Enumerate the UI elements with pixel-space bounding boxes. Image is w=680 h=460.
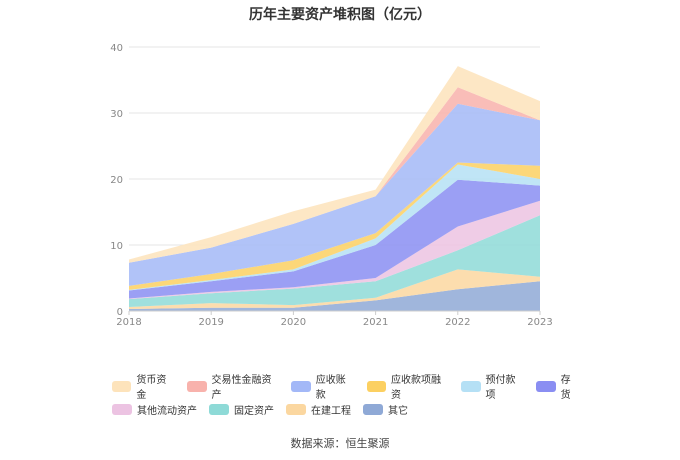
legend-swatch [536, 380, 556, 392]
legend-label: 存货 [560, 375, 571, 401]
area-series [129, 281, 540, 311]
legend-item[interactable]: 预付款项 [461, 371, 524, 401]
area-series [129, 87, 540, 263]
y-tick-label: 10 [110, 241, 123, 252]
legend-row: 货币资金 交易性金融资产 应收账款 应收款项融资 预付款项 存货 [112, 375, 592, 401]
chart-title: 历年主要资产堆积图（亿元） [249, 7, 431, 23]
legend-label: 应收款项融资 [390, 375, 441, 401]
legend-label: 在建工程 [311, 405, 351, 417]
area-series [129, 103, 540, 286]
legend-label: 其它 [388, 405, 408, 417]
area-series [129, 269, 540, 309]
legend-item[interactable]: 其它 [363, 402, 408, 417]
legend-item[interactable]: 其他流动资产 [112, 402, 197, 417]
legend: 货币资金 交易性金融资产 应收账款 应收款项融资 预付款项 存货其他流动资产 固定资产 在建工… [112, 375, 592, 424]
legend-swatch [112, 403, 132, 415]
x-tick-label: 2018 [116, 317, 141, 328]
legend-swatch [286, 403, 306, 415]
legend-item[interactable]: 固定资产 [209, 402, 274, 417]
area-series [129, 164, 540, 291]
x-tick-label: 2021 [363, 317, 388, 328]
legend-item[interactable]: 应收款项融资 [366, 371, 450, 401]
legend-row: 其他流动资产 固定资产 在建工程 其它 [112, 401, 592, 417]
legend-swatch [291, 380, 311, 392]
y-tick-label: 0 [117, 307, 123, 318]
legend-swatch [187, 380, 207, 392]
legend-label: 其他流动资产 [137, 405, 197, 417]
legend-item[interactable]: 存货 [536, 371, 580, 401]
y-tick-label: 40 [110, 43, 123, 54]
x-tick-label: 2020 [281, 317, 306, 328]
area-series [129, 200, 540, 300]
area-series [129, 179, 540, 299]
area-series [129, 66, 540, 263]
legend-label: 固定资产 [234, 405, 274, 417]
area-series [129, 215, 540, 307]
x-tick-label: 2023 [527, 317, 552, 328]
x-tick-label: 2022 [445, 317, 470, 328]
legend-swatch [366, 380, 386, 392]
legend-swatch [363, 403, 383, 415]
legend-label: 交易性金融资产 [211, 375, 272, 401]
legend-item[interactable]: 交易性金融资产 [187, 371, 279, 401]
legend-label: 应收账款 [315, 375, 346, 401]
y-tick-label: 20 [110, 175, 123, 186]
legend-item[interactable]: 应收账款 [291, 371, 354, 401]
y-tick-label: 30 [110, 109, 123, 120]
legend-swatch [209, 403, 229, 415]
legend-swatch [461, 380, 481, 392]
x-tick-label: 2019 [198, 317, 223, 328]
legend-swatch [112, 380, 132, 392]
data-source: 数据来源：恒生聚源 [290, 437, 390, 450]
legend-item[interactable]: 货币资金 [112, 371, 175, 401]
legend-label: 预付款项 [485, 375, 516, 401]
legend-item[interactable]: 在建工程 [286, 402, 351, 417]
stacked-area-chart: 0 10 20 30 40 2018 2019 2020 2021 2022 2023 [110, 43, 552, 328]
legend-label: 货币资金 [136, 375, 167, 401]
